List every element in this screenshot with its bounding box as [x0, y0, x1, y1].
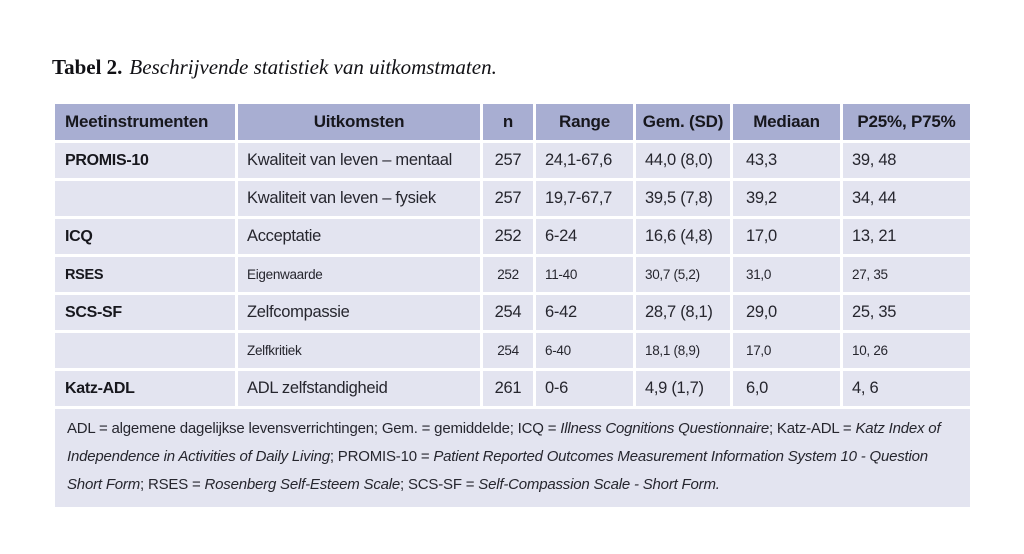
- footnote-segment: Illness Cognitions Questionnaire: [560, 420, 769, 437]
- mean-sd-cell: 28,7 (8,1): [633, 292, 733, 333]
- n-cell: 252: [480, 254, 536, 295]
- mean-sd-cell: 4,9 (1,7): [633, 368, 733, 409]
- median-cell: 29,0: [730, 292, 843, 333]
- outcome-cell: Zelfcompassie: [235, 292, 483, 333]
- outcome-cell: Zelfkritiek: [235, 330, 483, 371]
- outcome-cell: Kwaliteit van leven – fysiek: [235, 178, 483, 219]
- median-cell: 6,0: [730, 368, 843, 409]
- instrument-cell: RSES: [52, 254, 238, 295]
- footnote-segment: Patient Reported Outcomes Measurement In…: [67, 448, 928, 493]
- statistics-table: Meetinstrumenten Uitkomsten n Range Gem.…: [52, 101, 973, 510]
- median-cell: 31,0: [730, 254, 843, 295]
- mean-sd-cell: 30,7 (5,2): [633, 254, 733, 295]
- mean-sd-cell: 16,6 (4,8): [633, 216, 733, 257]
- instrument-cell: [52, 330, 238, 371]
- median-cell: 17,0: [730, 216, 843, 257]
- median-cell: 17,0: [730, 330, 843, 371]
- p25-p75-cell: 25, 35: [840, 292, 973, 333]
- footnote-segment: Katz Index of Independence in Activities…: [67, 420, 941, 465]
- footnote-segment: Self-Compassion Scale - Short Form.: [478, 476, 720, 493]
- instrument-cell: [52, 178, 238, 219]
- p25-p75-cell: 4, 6: [840, 368, 973, 409]
- mean-sd-cell: 44,0 (8,0): [633, 140, 733, 181]
- range-cell: 11-40: [533, 254, 636, 295]
- header-p25-p75: P25%, P75%: [840, 101, 973, 143]
- n-cell: 254: [480, 330, 536, 371]
- n-cell: 252: [480, 216, 536, 257]
- table-footnote: ADL = algemene dagelijkse levensverricht…: [52, 406, 973, 510]
- median-cell: 39,2: [730, 178, 843, 219]
- outcome-cell: Eigenwaarde: [235, 254, 483, 295]
- median-cell: 43,3: [730, 140, 843, 181]
- instrument-cell: Katz-ADL: [52, 368, 238, 409]
- outcome-cell: ADL zelfstandigheid: [235, 368, 483, 409]
- table-caption: Tabel 2. Beschrijvende statistiek van uit…: [52, 55, 497, 80]
- p25-p75-cell: 13, 21: [840, 216, 973, 257]
- header-mediaan: Mediaan: [730, 101, 843, 143]
- range-cell: 6-40: [533, 330, 636, 371]
- header-uitkomsten: Uitkomsten: [235, 101, 483, 143]
- range-cell: 6-42: [533, 292, 636, 333]
- p25-p75-cell: 27, 35: [840, 254, 973, 295]
- header-range: Range: [533, 101, 636, 143]
- mean-sd-cell: 18,1 (8,9): [633, 330, 733, 371]
- p25-p75-cell: 39, 48: [840, 140, 973, 181]
- footnote-segment: Rosenberg Self-Esteem Scale: [204, 476, 401, 493]
- n-cell: 257: [480, 178, 536, 219]
- range-cell: 24,1-67,6: [533, 140, 636, 181]
- table-row-icq: ICQ Acceptatie 252 6-24 16,6 (4,8) 17,0 …: [52, 216, 973, 257]
- header-meetinstrumenten: Meetinstrumenten: [52, 101, 238, 143]
- header-row: Meetinstrumenten Uitkomsten n Range Gem.…: [52, 101, 973, 143]
- instrument-cell: PROMIS-10: [52, 140, 238, 181]
- mean-sd-cell: 39,5 (7,8): [633, 178, 733, 219]
- header-n: n: [480, 101, 536, 143]
- header-gem-sd: Gem. (SD): [633, 101, 733, 143]
- instrument-cell: SCS-SF: [52, 292, 238, 333]
- range-cell: 0-6: [533, 368, 636, 409]
- table-row-scssf-zelfkritiek: Zelfkritiek 254 6-40 18,1 (8,9) 17,0 10,…: [52, 330, 973, 371]
- instrument-cell: ICQ: [52, 216, 238, 257]
- table-caption-description: Beschrijvende statistiek van uitkomstmat…: [129, 55, 497, 79]
- footnote-segment: ; PROMIS-10 =: [329, 448, 434, 465]
- footnote-segment: ADL = algemene dagelijkse levensverricht…: [67, 420, 561, 437]
- range-cell: 19,7-67,7: [533, 178, 636, 219]
- p25-p75-cell: 34, 44: [840, 178, 973, 219]
- footnote-row: ADL = algemene dagelijkse levensverricht…: [52, 406, 973, 510]
- outcome-cell: Acceptatie: [235, 216, 483, 257]
- n-cell: 254: [480, 292, 536, 333]
- outcome-cell: Kwaliteit van leven – mentaal: [235, 140, 483, 181]
- table-row-rses: RSES Eigenwaarde 252 11-40 30,7 (5,2) 31…: [52, 254, 973, 295]
- footnote-segment: ; SCS-SF =: [400, 476, 479, 493]
- table-caption-number: Tabel 2.: [52, 55, 123, 79]
- table-row-promis10-mentaal: PROMIS-10 Kwaliteit van leven – mentaal …: [52, 140, 973, 181]
- p25-p75-cell: 10, 26: [840, 330, 973, 371]
- table-row-scssf-zelfcompassie: SCS-SF Zelfcompassie 254 6-42 28,7 (8,1)…: [52, 292, 973, 333]
- range-cell: 6-24: [533, 216, 636, 257]
- n-cell: 261: [480, 368, 536, 409]
- table-row-promis10-fysiek: Kwaliteit van leven – fysiek 257 19,7-67…: [52, 178, 973, 219]
- n-cell: 257: [480, 140, 536, 181]
- footnote-segment: ; RSES =: [140, 476, 205, 493]
- footnote-segment: ; Katz-ADL =: [768, 420, 856, 437]
- table-row-katzadl: Katz-ADL ADL zelfstandigheid 261 0-6 4,9…: [52, 368, 973, 409]
